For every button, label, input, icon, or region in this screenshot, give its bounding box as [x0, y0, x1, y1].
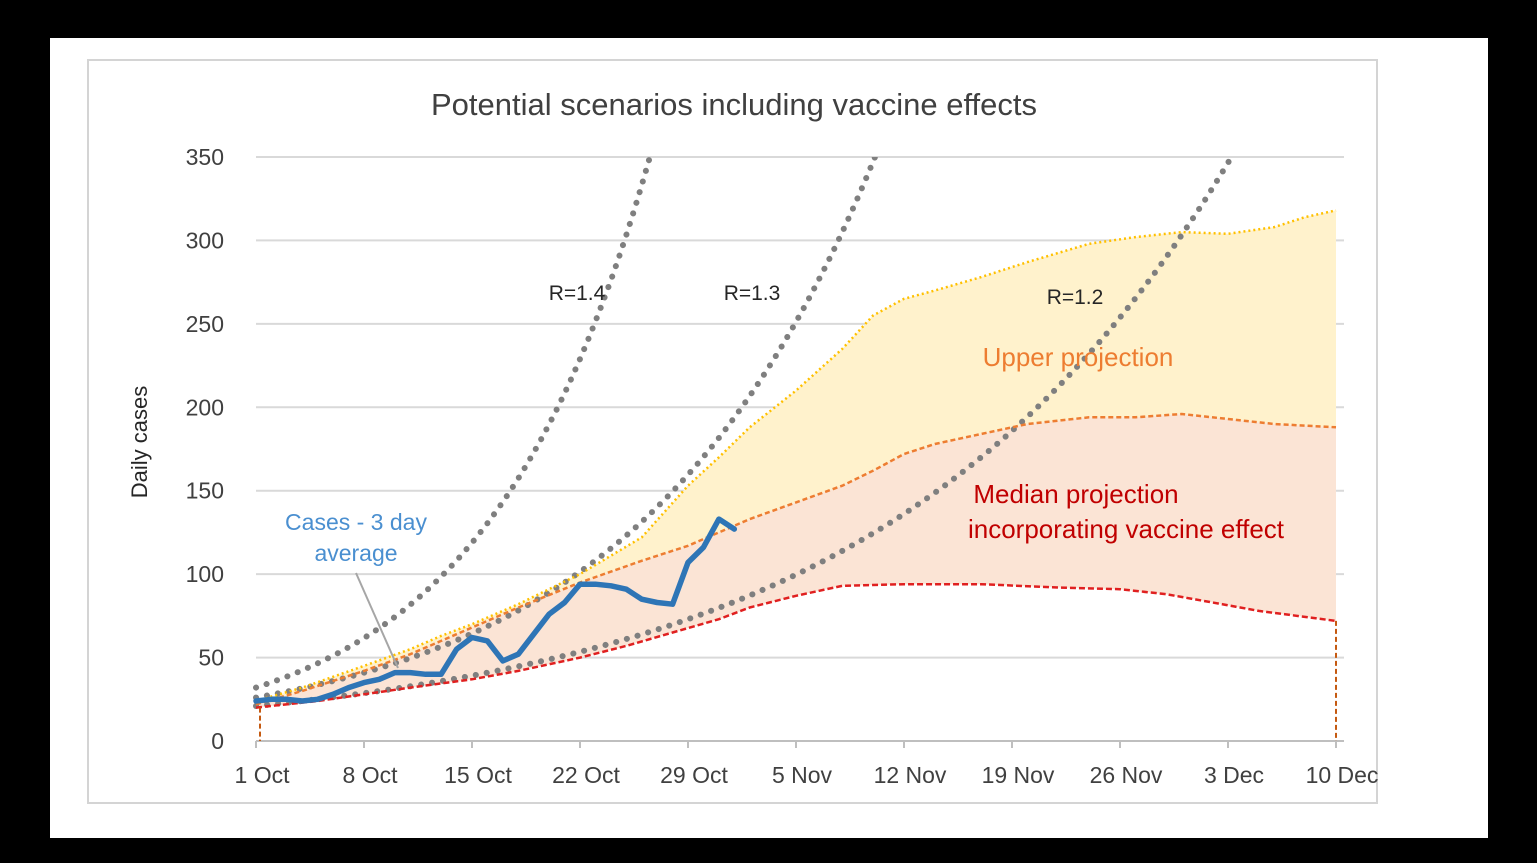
r-label-1-3: R=1.3 [724, 282, 781, 305]
r-curve-0 [253, 157, 653, 691]
x-tick-3: 22 Oct [552, 762, 620, 788]
median-projection-label-line1: Median projection [973, 479, 1178, 509]
median-projection-line [255, 412, 1337, 706]
area-layer [256, 210, 1336, 708]
y-tick-350: 350 [186, 144, 224, 170]
y-tick-200: 200 [186, 394, 224, 420]
x-tick-1: 8 Oct [343, 762, 399, 788]
r-label-1-2: R=1.2 [1047, 286, 1104, 309]
r-curve-layer [253, 157, 1235, 709]
x-tick-7: 19 Nov [982, 762, 1055, 788]
y-tick-300: 300 [186, 227, 224, 253]
x-tick-8: 26 Nov [1090, 762, 1163, 788]
y-tick-50: 50 [198, 645, 224, 671]
y-tick-150: 150 [186, 478, 224, 504]
x-tick-6: 12 Nov [874, 762, 947, 788]
x-tick-4: 29 Oct [660, 762, 728, 788]
y-tick-100: 100 [186, 561, 224, 587]
cases-label-pointer [355, 572, 399, 669]
upper-band-area [256, 210, 1336, 705]
median-projection-label-line2: incorporating vaccine effect [968, 514, 1285, 544]
x-tick-2: 15 Oct [444, 762, 512, 788]
cases-label-line2: average [314, 540, 397, 566]
line-layer [253, 209, 1337, 709]
x-tick-10: 10 Dec [1306, 762, 1379, 788]
r-label-1-4: R=1.4 [549, 282, 606, 305]
y-tick-250: 250 [186, 311, 224, 337]
y-tick-0: 0 [211, 728, 224, 754]
r-curve-1 [253, 157, 879, 701]
x-tick-9: 3 Dec [1204, 762, 1264, 788]
y-axis-title: Daily cases [127, 386, 152, 498]
x-tick-5: 5 Nov [772, 762, 833, 788]
x-tick-0: 1 Oct [235, 762, 291, 788]
upper-projection-line [255, 209, 1337, 703]
chart-title: Potential scenarios including vaccine ef… [431, 87, 1037, 122]
axis-layer: 0 50 100 150 200 250 300 350 1 Oct 8 Oct 15 Oct 22 … [186, 144, 1379, 788]
lower-projection-line [255, 582, 1337, 709]
cases-line [253, 516, 738, 704]
upper-projection-label: Upper projection [983, 342, 1174, 372]
median-band-area [256, 414, 1336, 708]
cases-label-line1: Cases - 3 day [285, 509, 427, 535]
r-curve-2 [253, 157, 1235, 709]
